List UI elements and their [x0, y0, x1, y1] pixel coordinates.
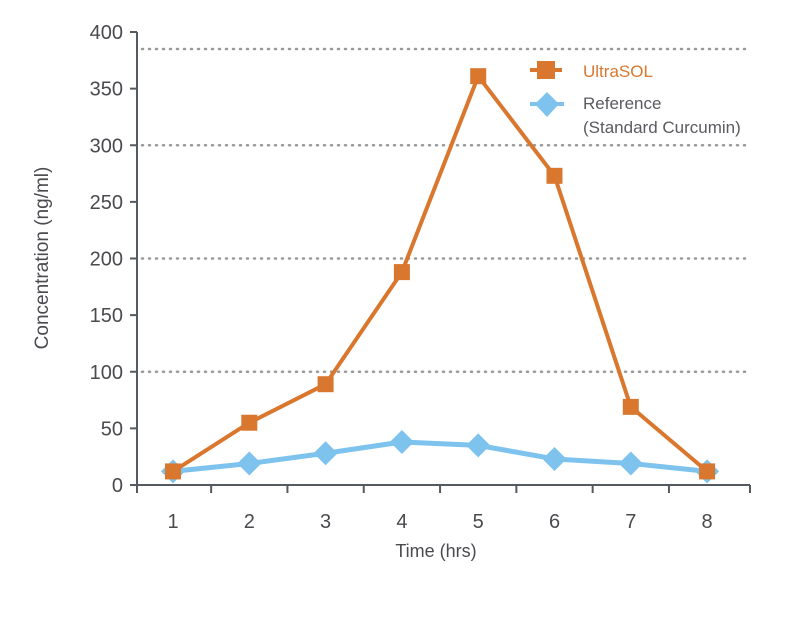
series-line-reference	[172, 439, 708, 474]
y-axis-label: Concentration (ng/ml)	[32, 167, 53, 350]
data-point-square	[546, 167, 563, 184]
data-point-square	[699, 463, 716, 480]
x-tick-label: 4	[396, 511, 407, 533]
y-tick-label: 50	[101, 418, 123, 440]
gridlines	[140, 47, 747, 373]
y-tick-label: 150	[90, 305, 123, 327]
data-point-square	[393, 264, 410, 281]
x-tick-label: 6	[549, 511, 560, 533]
data-point-diamond	[466, 433, 491, 458]
y-tick-label: 300	[90, 135, 123, 157]
data-point-diamond	[237, 451, 262, 476]
x-tick-label: 7	[625, 511, 636, 533]
x-tick-label: 2	[244, 511, 255, 533]
series-layer	[161, 68, 720, 484]
data-point-square	[470, 68, 487, 85]
data-point-square	[317, 376, 334, 393]
axes: 0 50 100 150 200 250 300 350 400 1 2 3 4 5 6 7 8	[90, 22, 751, 533]
legend: UltraSOL Reference (Standard Curcumin)	[530, 61, 741, 137]
y-tick-label: 100	[90, 362, 123, 384]
legend-ultrasol-marker	[537, 61, 555, 79]
data-point-square	[165, 463, 181, 480]
y-tick-label: 250	[90, 192, 123, 214]
y-tick-label: 400	[90, 22, 123, 44]
data-point-diamond	[313, 441, 338, 466]
x-axis-label: Time (hrs)	[395, 541, 476, 561]
legend-reference-label: Reference	[583, 94, 661, 113]
y-tick-label: 200	[90, 249, 123, 271]
x-tick-label: 5	[473, 511, 484, 533]
legend-reference-marker	[535, 92, 559, 117]
data-point-diamond	[542, 446, 567, 471]
x-tick-label: 8	[702, 511, 713, 533]
x-tick-label: 1	[167, 511, 178, 533]
data-point-square	[622, 398, 639, 415]
data-point-diamond	[389, 429, 414, 454]
series-line-ultrasol	[171, 74, 709, 474]
y-tick-label: 350	[90, 79, 123, 101]
y-tick-label: 0	[112, 475, 123, 497]
data-point-diamond	[618, 451, 643, 476]
x-tick-label: 3	[320, 511, 331, 533]
legend-ultrasol-label: UltraSOL	[583, 62, 653, 81]
data-point-square	[241, 414, 258, 431]
legend-reference-label-line2: (Standard Curcumin)	[583, 118, 741, 137]
